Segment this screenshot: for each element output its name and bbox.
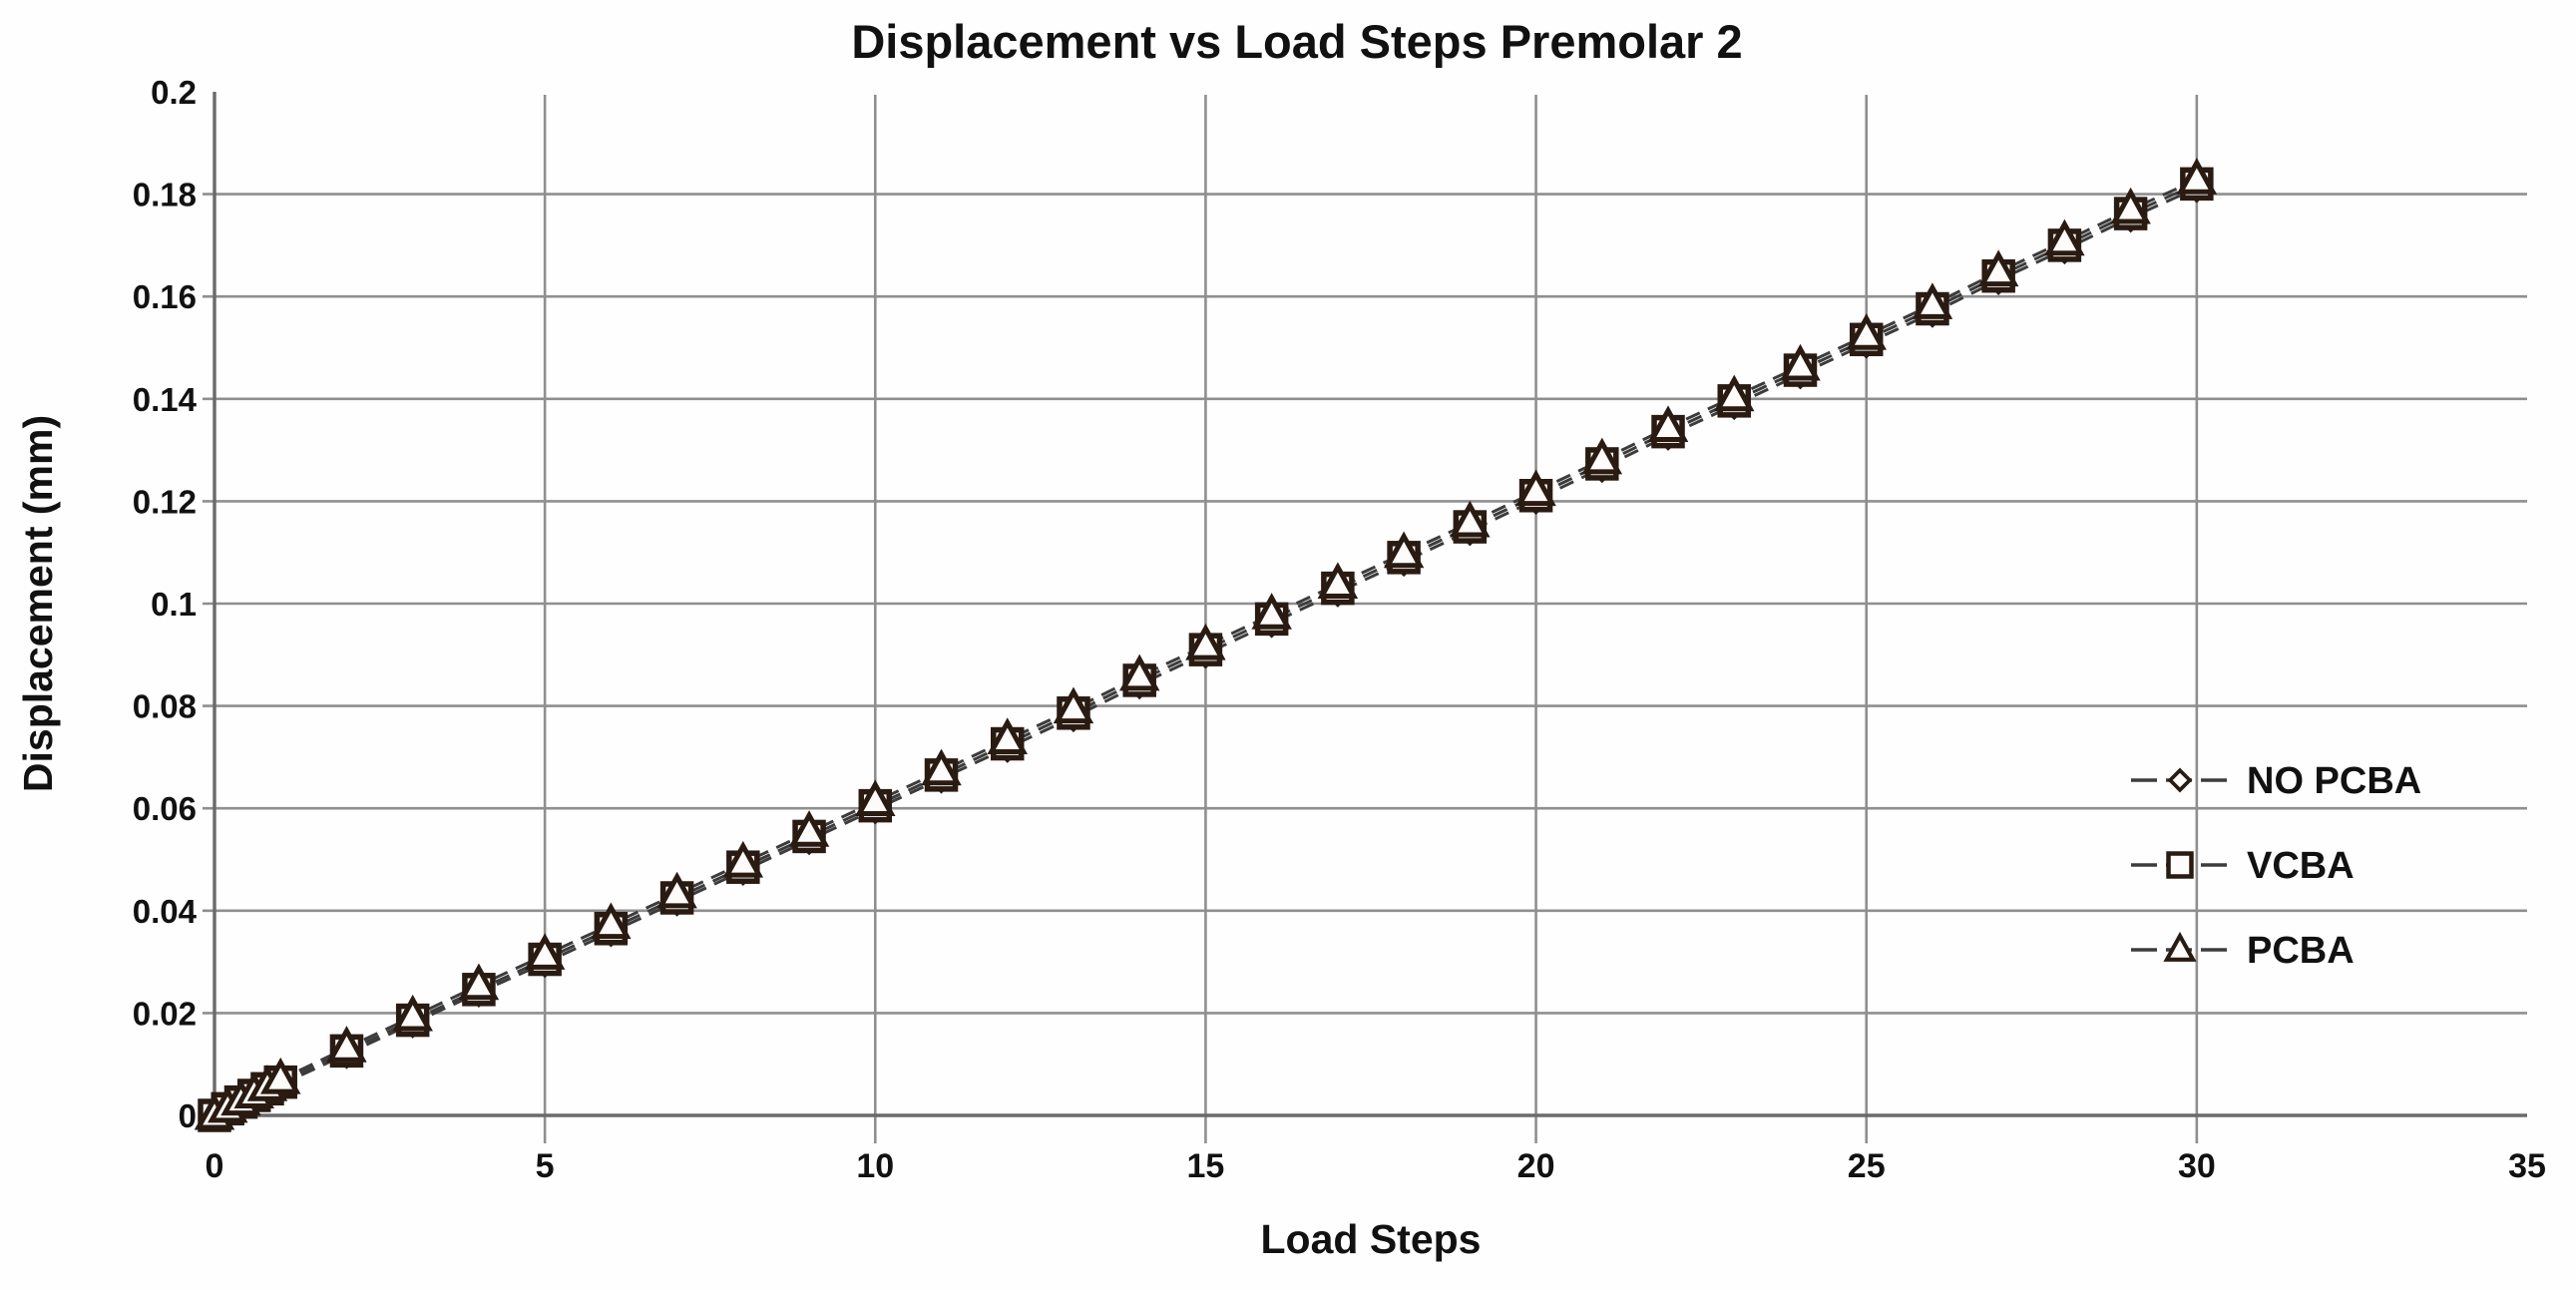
- x-tick-label: 5: [536, 1147, 555, 1185]
- y-tick-label: 0: [179, 1097, 197, 1134]
- y-tick-label: 0.02: [133, 995, 197, 1032]
- y-tick-label: 0.16: [133, 278, 197, 315]
- triangle-marker-icon: [458, 963, 500, 1001]
- x-axis-title: Load Steps: [1261, 1216, 1482, 1262]
- triangle-marker-icon: [2044, 218, 2085, 256]
- legend-item-vcba: VCBA: [2131, 845, 2355, 887]
- triangle-marker-icon: [722, 840, 764, 878]
- triangle-marker-icon: [2110, 187, 2151, 224]
- x-tick-label: 25: [1848, 1147, 1886, 1185]
- gridlines: [203, 95, 2527, 1143]
- triangle-marker-icon: [1515, 469, 1556, 507]
- triangle-marker-icon: [1317, 562, 1359, 600]
- series-line-pcba: [214, 178, 2198, 1117]
- axes: [213, 92, 2527, 1129]
- triangle-marker-icon: [1977, 249, 2019, 287]
- triangle-marker-icon: [1780, 343, 1821, 381]
- legend-item-no-pcba: NO PCBA: [2131, 760, 2421, 802]
- triangle-marker-icon: [1450, 500, 1491, 538]
- y-tick-label: 0.04: [133, 893, 198, 930]
- x-tick-label: 15: [1187, 1147, 1225, 1185]
- triangle-marker-icon: [656, 871, 697, 909]
- triangle-marker-icon: [524, 933, 566, 970]
- triangle-marker-icon: [921, 748, 962, 786]
- triangle-marker-icon: [788, 810, 830, 847]
- triangle-marker-icon: [1053, 686, 1094, 724]
- x-tick-label: 35: [2508, 1147, 2546, 1185]
- y-tick-label: 0.12: [133, 483, 197, 520]
- triangle-marker-icon: [2163, 931, 2197, 962]
- legend-item-pcba: PCBA: [2131, 930, 2355, 972]
- chart-title: Displacement vs Load Steps Premolar 2: [851, 15, 1742, 68]
- triangle-marker-icon: [1185, 623, 1226, 660]
- triangle-marker-icon: [1647, 405, 1689, 443]
- triangle-marker-icon: [1846, 313, 1887, 350]
- y-tick-label: 0.06: [133, 790, 197, 827]
- y-tick-label: 0.1: [151, 586, 197, 623]
- y-axis-title: Displacement (mm): [15, 415, 61, 792]
- x-tick-label: 30: [2178, 1147, 2216, 1185]
- triangle-marker-icon: [855, 779, 896, 817]
- triangle-marker-icon: [1912, 282, 1953, 319]
- triangle-marker-icon: [1714, 374, 1755, 412]
- square-marker-icon: [2166, 851, 2194, 879]
- legend-label: VCBA: [2247, 845, 2355, 887]
- x-tick-label: 0: [206, 1147, 224, 1185]
- series-markers-pcba: [194, 158, 2218, 1130]
- legend-label: NO PCBA: [2247, 760, 2421, 802]
- triangle-marker-icon: [987, 717, 1028, 754]
- tick-labels: 0 0.02 0.04 0.06 0.08 0.1 0.12 0.14 0.16 0.18 0.2 0…: [133, 74, 2546, 1185]
- triangle-marker-icon: [326, 1026, 367, 1063]
- y-tick-label: 0.08: [133, 688, 197, 725]
- triangle-marker-icon: [259, 1057, 301, 1094]
- y-tick-label: 0.14: [133, 381, 198, 418]
- y-tick-label: 0.18: [133, 177, 197, 214]
- legend: NO PCBA VCBA PCBA: [2131, 760, 2421, 972]
- triangle-marker-icon: [591, 902, 632, 940]
- triangle-marker-icon: [1581, 437, 1623, 475]
- triangle-marker-icon: [1251, 593, 1292, 630]
- triangle-marker-icon: [2176, 158, 2218, 195]
- x-tick-label: 10: [856, 1147, 894, 1185]
- x-tick-label: 20: [1517, 1147, 1555, 1185]
- legend-label: PCBA: [2247, 930, 2355, 972]
- triangle-marker-icon: [1383, 531, 1425, 569]
- y-tick-label: 0.2: [151, 74, 197, 111]
- triangle-marker-icon: [1118, 653, 1160, 691]
- diamond-marker-icon: [2167, 767, 2193, 793]
- triangle-marker-icon: [392, 994, 433, 1032]
